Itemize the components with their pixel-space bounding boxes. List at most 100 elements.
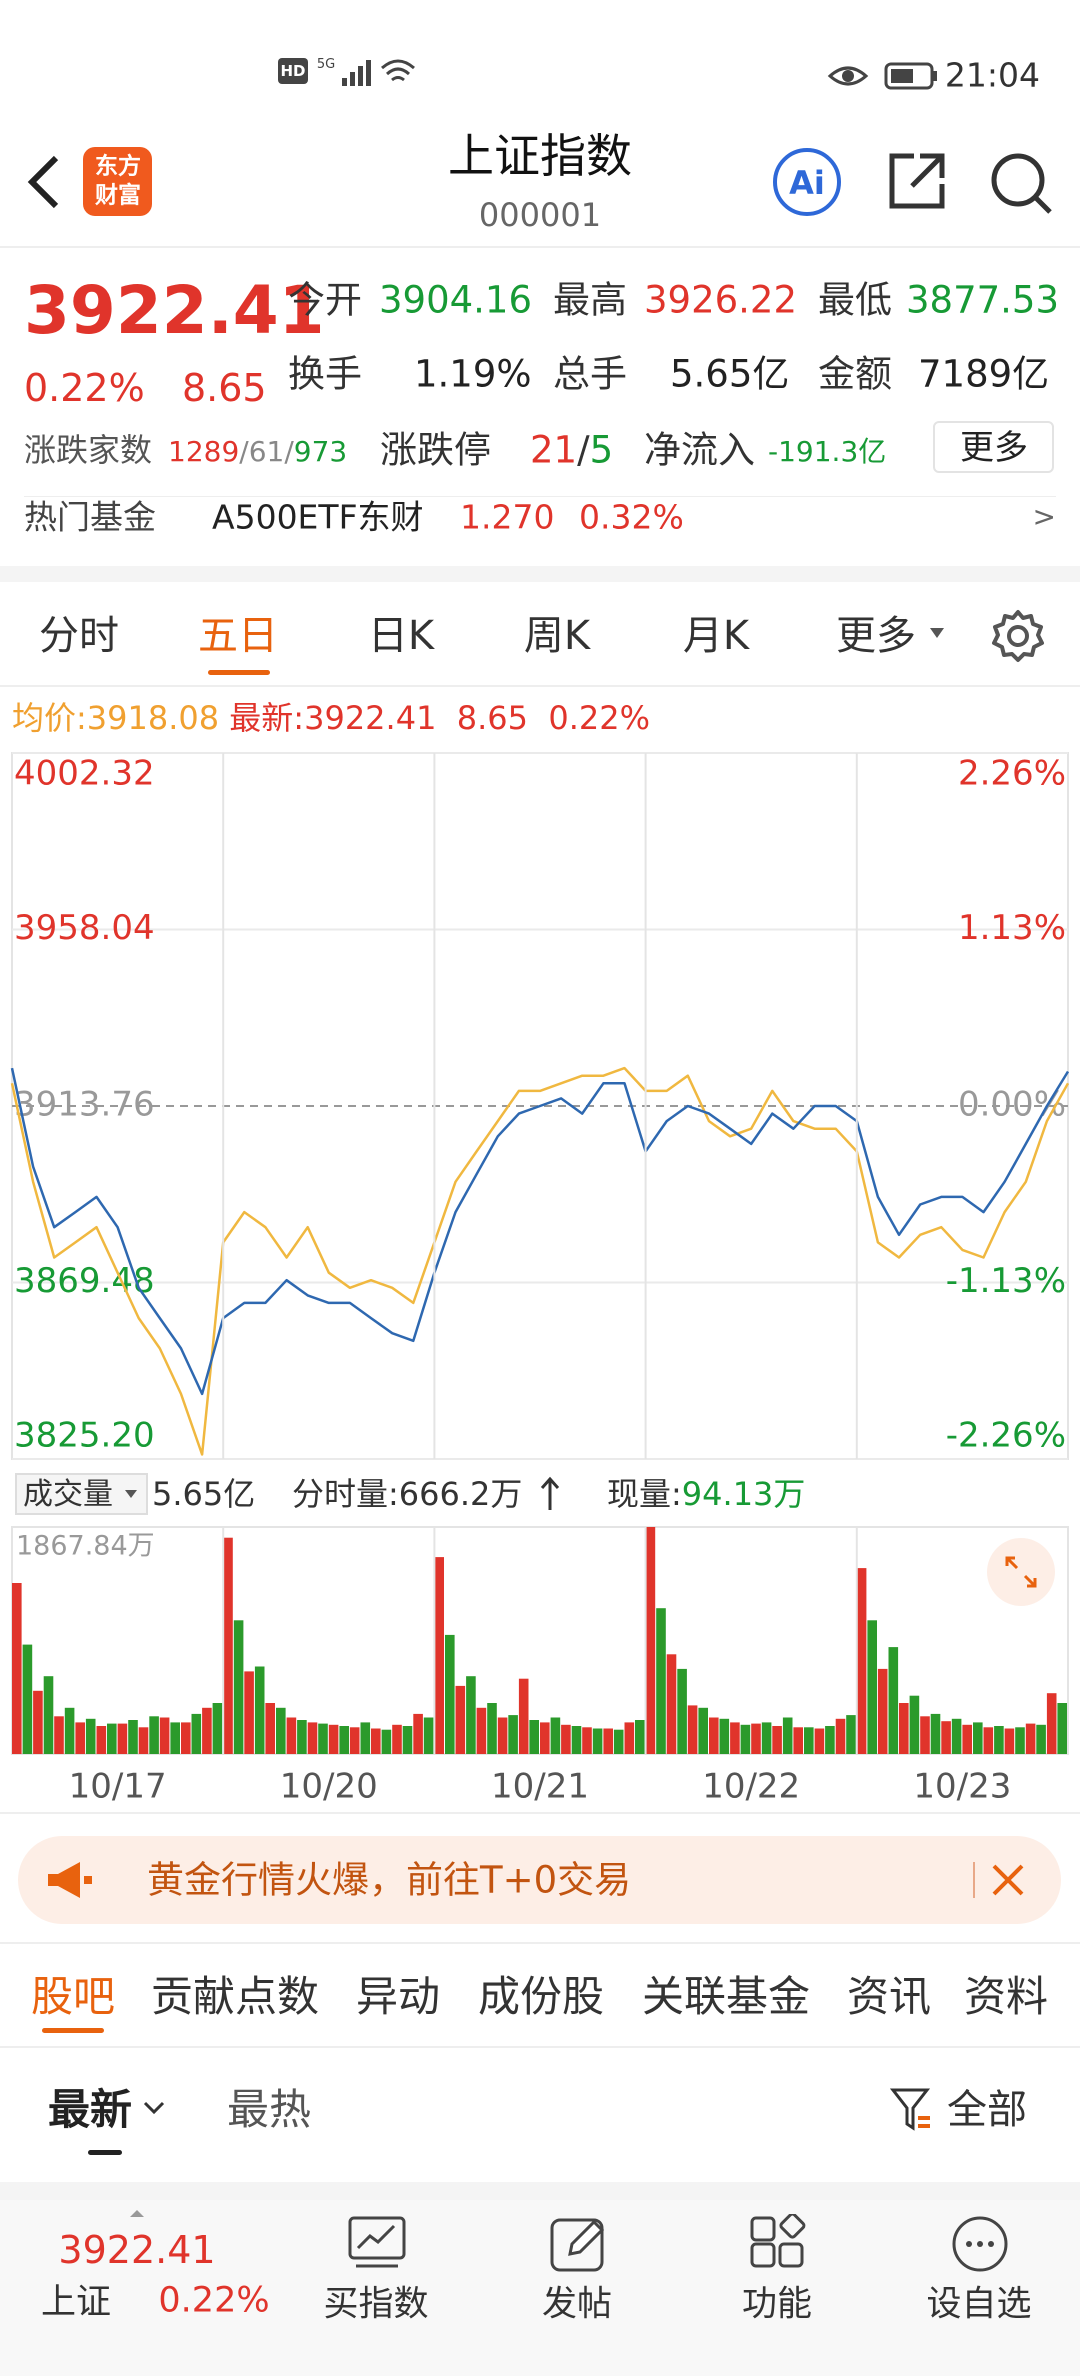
breadth-up: 1289 [168,435,240,468]
bottom-bar: 3922.41 上证 0.22% 买指数 发帖 功能 设自选 [0,2200,1080,2376]
period-tab[interactable]: 分时 [39,613,119,659]
volume-bar [814,1728,825,1754]
ai-button[interactable]: Ai [771,146,843,218]
up-arrow [540,1476,560,1510]
content-tab[interactable]: 关联基金 [641,1972,811,2021]
action-label[interactable]: 买指数 [323,2284,429,2325]
more-button[interactable]: 更多 [933,421,1054,473]
volume-bar [529,1720,539,1754]
volume-bar [825,1726,835,1754]
hot-fund-name: A500ETF东财 [212,497,424,537]
filter-label[interactable]: 全部 [947,2087,1027,2133]
stat-value: 7189亿 [918,352,1050,396]
action-label[interactable]: 设自选 [926,2284,1032,2325]
y-tick-label: 1867.84万 [16,1531,155,1562]
sort-tab[interactable]: 最新 [48,2085,133,2134]
volume-bar [635,1720,645,1754]
period-tab[interactable]: 日K [367,613,435,659]
volume-bar [244,1671,254,1754]
volume-bar [846,1715,856,1754]
limits-values: 21/5 [530,432,613,469]
content-tab[interactable]: 资讯 [846,1972,932,2021]
watchlist-icon[interactable] [950,2214,1010,2274]
post-icon[interactable] [548,2214,608,2274]
volume-bar [476,1707,487,1754]
y2-tick-label: -1.13% [946,1261,1066,1301]
y2-tick-label: -2.26% [946,1416,1066,1456]
settings-button[interactable] [990,608,1046,664]
volume-bar [297,1720,307,1754]
period-tab[interactable]: 周K [523,613,591,659]
sort-underline [88,2150,122,2155]
period-tab[interactable]: 五日 [198,613,278,659]
hot-fund-arrow[interactable]: > [1032,500,1056,533]
share-button[interactable] [886,150,948,212]
minute-volume-value: 666.2万 [398,1475,523,1513]
volume-bar [666,1654,677,1754]
caret-up [130,2210,144,2217]
volume-bar [286,1717,297,1754]
action-label[interactable]: 发帖 [541,2284,613,2325]
volume-bar [413,1713,423,1754]
divider [0,1942,1080,1944]
volume-bar [1057,1703,1067,1754]
function-icon[interactable] [748,2214,808,2274]
volume-bar [402,1726,413,1754]
content-tab[interactable]: 资料 [963,1972,1049,2021]
filter-icon[interactable] [890,2086,934,2134]
buy-index-icon[interactable] [346,2214,408,2274]
stat-label: 换手 [288,352,362,396]
action-label[interactable]: 功能 [741,2284,813,2325]
megaphone-icon [48,1862,92,1898]
volume-bar [434,1557,444,1754]
y-tick-label: 3825.20 [14,1416,155,1456]
volume-bar [613,1729,624,1754]
volume-bar [804,1727,814,1754]
volume-bar [128,1720,138,1754]
tab-underline [208,670,270,675]
volume-bar [941,1721,951,1754]
volume-selector[interactable]: 成交量 [15,1473,148,1515]
dropdown-caret [930,628,944,638]
tab-underline [42,2028,104,2033]
dropdown-caret [125,1490,137,1498]
banner-separator [973,1862,975,1898]
breadth-down: 973 [293,435,348,468]
logo-text: 财富 [95,182,141,209]
hot-fund-change: 0.32% [579,497,684,537]
search-button[interactable] [988,150,1054,216]
divider [0,246,1080,248]
promo-banner[interactable]: 黄金行情火爆，前往T+0交易 [18,1836,1061,1924]
net-inflow-value: -191.3亿 [768,435,887,468]
content-tab[interactable]: 贡献点数 [150,1972,320,2021]
volume-bar [265,1703,275,1754]
volume-bar [54,1716,64,1754]
content-tab[interactable]: 股吧 [30,1972,116,2021]
content-tab[interactable]: 成份股 [477,1972,605,2021]
avg-value: 3918.08 [86,699,220,737]
breadth-values: 1289/61/973 [168,438,347,466]
volume-bar [603,1728,613,1754]
sort-tab[interactable]: 最热 [227,2085,312,2134]
volume-bar [698,1707,708,1754]
expand-button[interactable] [985,1536,1057,1608]
status-icons: HD 5G [278,57,415,86]
stat-label: 最低 [818,278,892,322]
page-title: 上证指数 [448,129,632,183]
change-value: 8.65 [182,366,267,410]
period-tab[interactable]: 更多 [836,613,916,659]
volume-bar [96,1726,107,1754]
volume-bar [592,1728,603,1754]
x-tick-label: 10/21 [491,1767,589,1807]
content-tab[interactable]: 异动 [355,1972,441,2021]
volume-bar [856,1568,867,1754]
period-tab[interactable]: 月K [682,613,750,659]
volume-bar [254,1666,265,1754]
volume-bar [1036,1724,1046,1754]
volume-bar [582,1727,592,1754]
banner-close[interactable] [990,1862,1026,1898]
back-button[interactable] [22,152,66,212]
volume-bar [487,1703,497,1754]
